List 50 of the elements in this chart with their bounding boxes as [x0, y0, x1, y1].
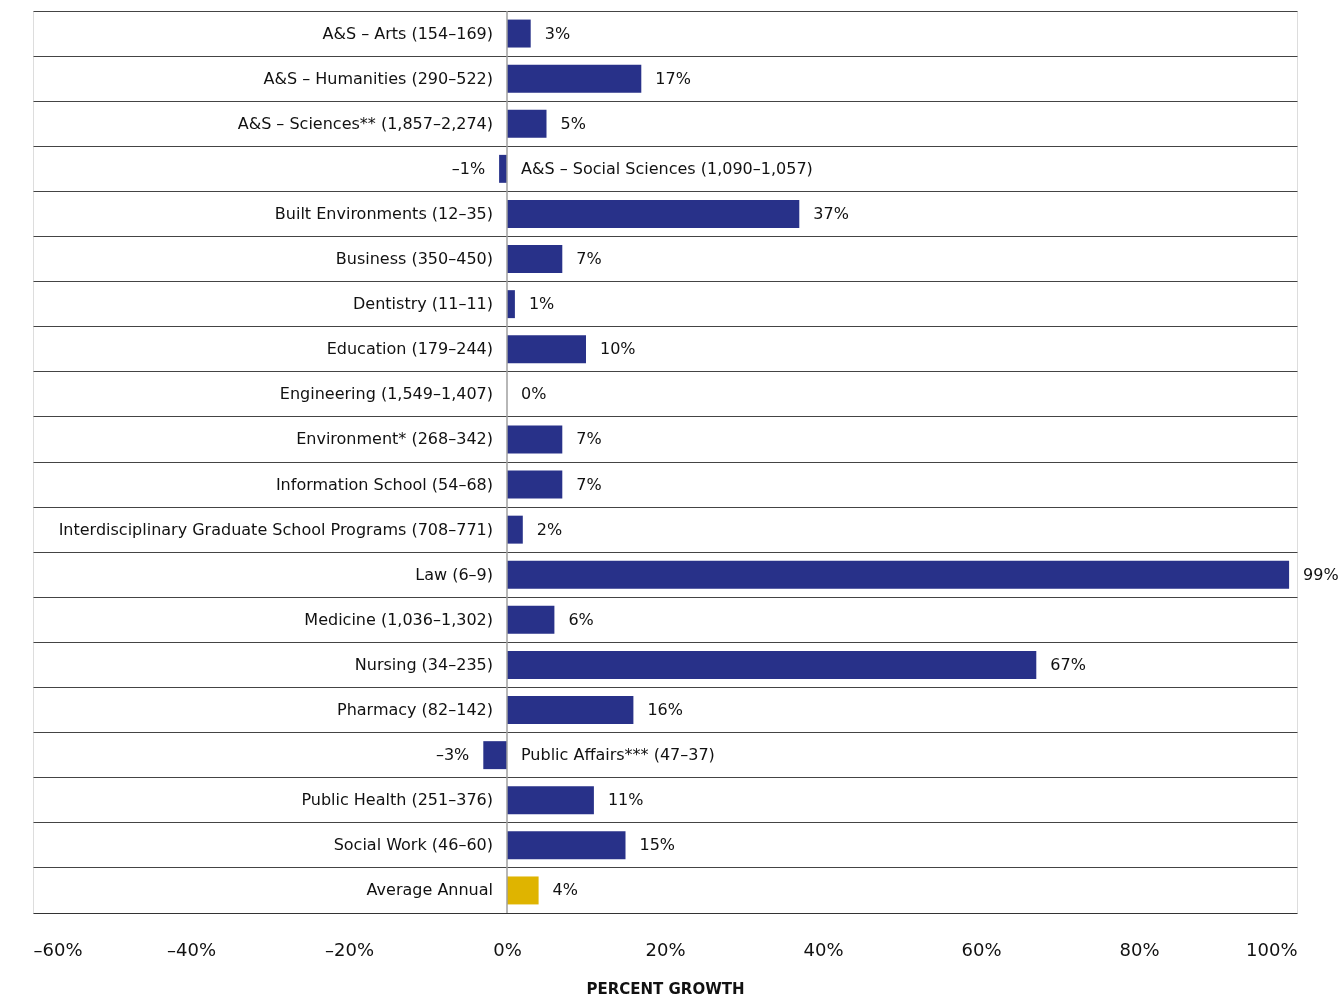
y-tick-label: A&S – Social Sciences (1,090–1,057)	[521, 158, 813, 178]
y-tick-label: Built Environments (12–35)	[274, 203, 493, 223]
data-label: –3%	[435, 745, 470, 765]
data-label: 10%	[600, 339, 636, 359]
x-tick-label: 0%	[493, 938, 522, 960]
data-label: 7%	[576, 474, 602, 494]
data-label: 7%	[576, 429, 602, 449]
x-tick-label: –20%	[324, 938, 375, 960]
y-tick-label: Public Health (251–376)	[301, 790, 493, 810]
y-tick-label: Business (350–450)	[335, 249, 493, 269]
y-tick-label: Interdisciplinary Graduate School Programs (708–771)	[58, 519, 493, 539]
y-tick-label: Nursing (34–235)	[354, 654, 493, 674]
x-tick-label: 100%	[1246, 938, 1298, 960]
x-tick-label: 60%	[961, 938, 1002, 960]
data-label: 15%	[639, 835, 676, 855]
y-tick-label: Education (179–244)	[326, 339, 493, 359]
x-tick-label: 20%	[645, 938, 686, 960]
y-tick-label: A&S – Humanities (290–522)	[263, 68, 493, 88]
data-label: 17%	[655, 68, 691, 88]
y-tick-label: A&S – Arts (154–169)	[322, 23, 493, 43]
y-tick-label: Social Work (46–60)	[333, 835, 493, 855]
data-label: 3%	[544, 23, 571, 43]
data-label: 11%	[607, 790, 644, 810]
x-tick-label: 80%	[1119, 938, 1160, 960]
y-tick-label: Pharmacy (82–142)	[336, 700, 493, 720]
data-label: –1%	[451, 158, 486, 178]
data-label: 99%	[1303, 564, 1339, 584]
x-axis-title: PERCENT GROWTH	[586, 979, 745, 998]
x-tick-label: –40%	[166, 938, 217, 960]
y-tick-label: Engineering (1,549–1,407)	[279, 384, 493, 404]
data-label: 1%	[528, 294, 555, 314]
x-tick-label: 40%	[803, 938, 844, 960]
y-tick-label: A&S – Sciences** (1,857–2,274)	[237, 113, 493, 133]
y-tick-label: Environment* (268–342)	[296, 429, 493, 449]
data-label: 37%	[813, 203, 849, 223]
x-tick-label: –60%	[33, 938, 83, 960]
data-label: 0%	[521, 384, 547, 404]
data-label: 4%	[552, 880, 578, 900]
y-tick-label: Public Affairs*** (47–37)	[521, 745, 715, 765]
y-tick-label: Medicine (1,036–1,302)	[304, 609, 493, 629]
y-tick-label: Information School (54–68)	[275, 474, 493, 494]
data-label: 2%	[536, 519, 563, 539]
data-label: 5%	[560, 113, 586, 133]
data-label: 67%	[1050, 654, 1086, 674]
y-tick-label: Law (6–9)	[415, 564, 493, 584]
y-tick-label: Dentistry (11–11)	[353, 294, 493, 314]
data-label: 16%	[647, 700, 683, 720]
data-label: 6%	[568, 609, 594, 629]
data-label: 7%	[576, 249, 602, 269]
y-tick-label: Average Annual	[366, 880, 493, 900]
